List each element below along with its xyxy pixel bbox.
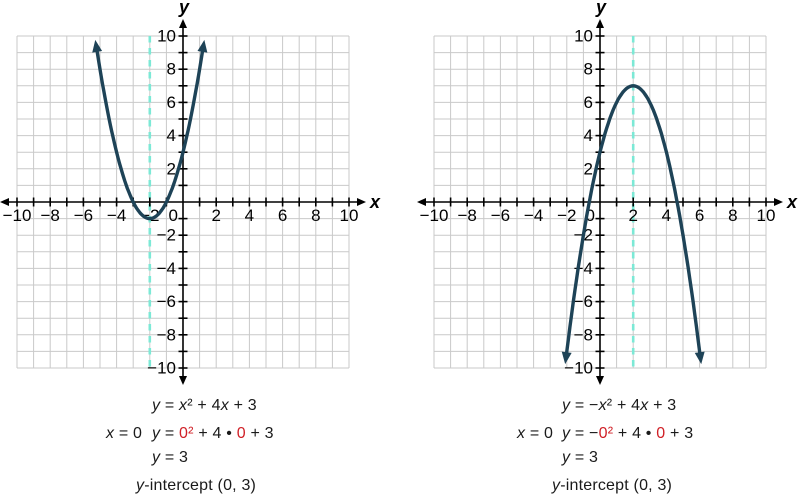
- curve-arrow-end: [694, 351, 705, 365]
- equation-row-equation: y = −x² + 4x + 3: [562, 397, 677, 414]
- equation-row-y-intercept: y-intercept (0, 3): [136, 477, 257, 494]
- y-axis-title: y: [595, 0, 607, 17]
- svg-text:6: 6: [695, 206, 704, 225]
- svg-text:6: 6: [167, 93, 176, 112]
- tick-labels: −10 −8 −6 −4 −2 2 4 6 8 10 −10 −8 −6 −4 −2 2 4 6 8 10 0: [3, 27, 359, 378]
- svg-text:−10: −10: [3, 206, 32, 225]
- curve-arrow-start: [561, 351, 572, 365]
- parabola-curve: [564, 84, 702, 354]
- svg-text:8: 8: [167, 60, 176, 79]
- x-axis-title: x: [786, 192, 798, 212]
- svg-text:4: 4: [662, 206, 671, 225]
- svg-text:−4: −4: [157, 259, 176, 278]
- svg-text:10: 10: [340, 206, 359, 225]
- y-axis-arrow-top: [596, 19, 604, 28]
- panel-downward-parabola: −10 −8 −6 −4 −2 2 4 6 8 10 −10 −8 −6 −4 −2 2 4 6 8 10 0 x y y …: [400, 0, 800, 499]
- x-axis-title: x: [369, 192, 381, 212]
- svg-text:−6: −6: [157, 292, 176, 311]
- svg-text:10: 10: [574, 27, 593, 46]
- svg-text:6: 6: [278, 206, 287, 225]
- svg-text:−2: −2: [140, 206, 159, 225]
- svg-text:−8: −8: [157, 325, 176, 344]
- panel-upward-parabola: −10 −8 −6 −4 −2 2 4 6 8 10 −10 −8 −6 −4 −2 2 4 6 8 10 0 x y y …: [0, 0, 400, 497]
- svg-text:−8: −8: [458, 206, 477, 225]
- origin-label: 0: [169, 206, 178, 225]
- x-axis-arrow-left: [0, 198, 9, 206]
- svg-text:−10: −10: [147, 359, 176, 378]
- svg-text:−2: −2: [157, 226, 176, 245]
- svg-text:8: 8: [728, 206, 737, 225]
- y-axis-arrow-bottom: [596, 376, 604, 385]
- svg-text:6: 6: [584, 93, 593, 112]
- svg-text:2: 2: [584, 159, 593, 178]
- curve-arrow-start: [92, 39, 103, 53]
- parabola-curve: [95, 50, 205, 221]
- x-axis-arrow-left: [417, 198, 426, 206]
- svg-text:10: 10: [157, 27, 176, 46]
- origin-label: 0: [586, 206, 595, 225]
- x-axis-arrow-right: [774, 198, 783, 206]
- svg-text:−10: −10: [420, 206, 449, 225]
- y-axis-arrow-top: [179, 19, 187, 28]
- svg-text:2: 2: [167, 159, 176, 178]
- y-axis-title: y: [178, 0, 190, 17]
- svg-text:4: 4: [245, 206, 254, 225]
- svg-text:−6: −6: [491, 206, 510, 225]
- svg-text:4: 4: [167, 126, 176, 145]
- svg-text:2: 2: [628, 206, 637, 225]
- svg-text:−4: −4: [524, 206, 543, 225]
- equation-row-result: y = 3: [152, 449, 189, 466]
- svg-text:−8: −8: [41, 206, 60, 225]
- curve-arrow-end: [197, 39, 208, 53]
- x-axis-arrow-right: [357, 198, 366, 206]
- svg-text:−4: −4: [107, 206, 126, 225]
- svg-text:8: 8: [311, 206, 320, 225]
- equation-row-y-intercept: y-intercept (0, 3): [552, 477, 673, 494]
- y-axis-arrow-bottom: [179, 376, 187, 385]
- svg-text:−6: −6: [74, 206, 93, 225]
- axes: [8, 27, 358, 377]
- graph-upward-parabola: −10 −8 −6 −4 −2 2 4 6 8 10 −10 −8 −6 −4 −2 2 4 6 8 10 0 x y: [0, 0, 381, 385]
- svg-text:−2: −2: [557, 206, 576, 225]
- svg-text:−8: −8: [574, 325, 593, 344]
- svg-text:8: 8: [584, 60, 593, 79]
- svg-text:4: 4: [584, 126, 593, 145]
- svg-text:−6: −6: [574, 292, 593, 311]
- equation-row-result: y = 3: [562, 449, 599, 466]
- svg-text:2: 2: [211, 206, 220, 225]
- svg-text:10: 10: [757, 206, 776, 225]
- axes: [425, 27, 775, 377]
- svg-text:−10: −10: [564, 359, 593, 378]
- equation-row-equation: y = x² + 4x + 3: [152, 397, 257, 414]
